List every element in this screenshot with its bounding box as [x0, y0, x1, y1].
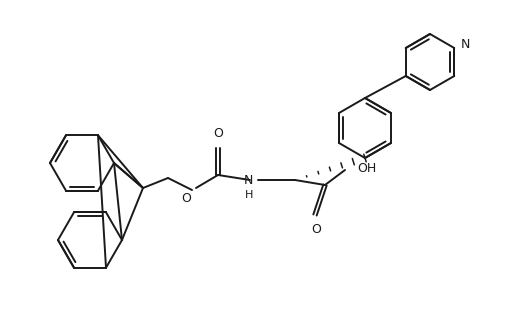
Text: H: H [245, 190, 253, 200]
Text: OH: OH [357, 161, 376, 175]
Text: O: O [181, 192, 191, 205]
Text: O: O [213, 127, 223, 140]
Text: N: N [244, 175, 253, 188]
Text: N: N [461, 39, 471, 52]
Text: O: O [311, 223, 321, 236]
